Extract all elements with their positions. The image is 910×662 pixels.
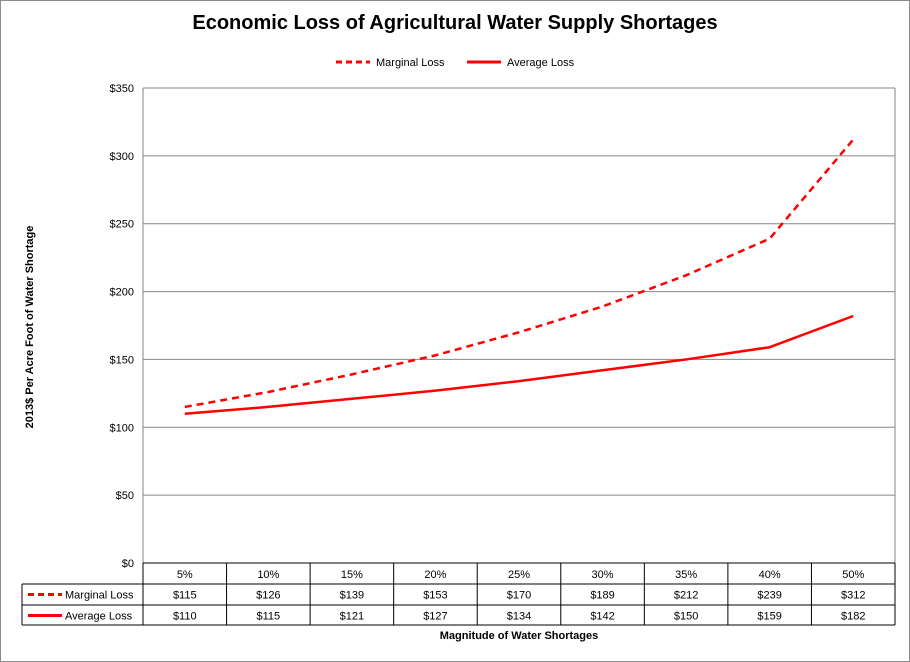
data-label: $142	[590, 611, 614, 623]
data-label: $212	[674, 590, 698, 602]
data-label: $312	[841, 590, 865, 602]
data-label: $239	[757, 590, 781, 602]
y-tick-label: $0	[122, 558, 134, 570]
x-tick-label: 5%	[177, 569, 193, 581]
x-tick-label: 15%	[341, 569, 363, 581]
data-label: $115	[173, 590, 197, 602]
data-label: $150	[674, 611, 698, 623]
data-label: $110	[173, 611, 197, 623]
x-tick-label: 40%	[759, 569, 781, 581]
data-label: $159	[757, 611, 781, 623]
x-tick-label: 35%	[675, 569, 697, 581]
y-tick-label: $250	[110, 219, 134, 231]
x-axis-label: Magnitude of Water Shortages	[439, 630, 599, 642]
series-line-marginal-loss	[184, 138, 855, 409]
data-label: $134	[507, 611, 531, 623]
y-tick-label: $300	[110, 151, 134, 163]
table-series-name: Marginal Loss	[65, 590, 134, 602]
data-label: $139	[340, 590, 364, 602]
x-tick-label: 20%	[424, 569, 446, 581]
data-label: $127	[423, 611, 447, 623]
chart-title: Economic Loss of Agricultural Water Supp…	[192, 12, 718, 34]
x-tick-label: 10%	[257, 569, 279, 581]
legend-label: Marginal Loss	[376, 57, 445, 69]
data-label: $121	[340, 611, 364, 623]
data-label: $115	[257, 611, 281, 623]
data-label: $170	[507, 590, 531, 602]
y-tick-label: $50	[116, 490, 134, 502]
data-label: $182	[841, 611, 865, 623]
series-line-average-loss	[184, 314, 854, 415]
x-tick-label: 50%	[842, 569, 864, 581]
x-tick-label: 30%	[592, 569, 614, 581]
y-tick-label: $350	[110, 83, 134, 95]
y-tick-label: $200	[110, 287, 134, 299]
data-label: $153	[423, 590, 447, 602]
data-label: $189	[590, 590, 614, 602]
legend-label: Average Loss	[507, 57, 575, 69]
table-series-name: Average Loss	[65, 611, 133, 623]
y-tick-label: $100	[110, 422, 134, 434]
y-tick-label: $150	[110, 354, 134, 366]
data-label: $126	[256, 590, 280, 602]
x-tick-label: 25%	[508, 569, 530, 581]
